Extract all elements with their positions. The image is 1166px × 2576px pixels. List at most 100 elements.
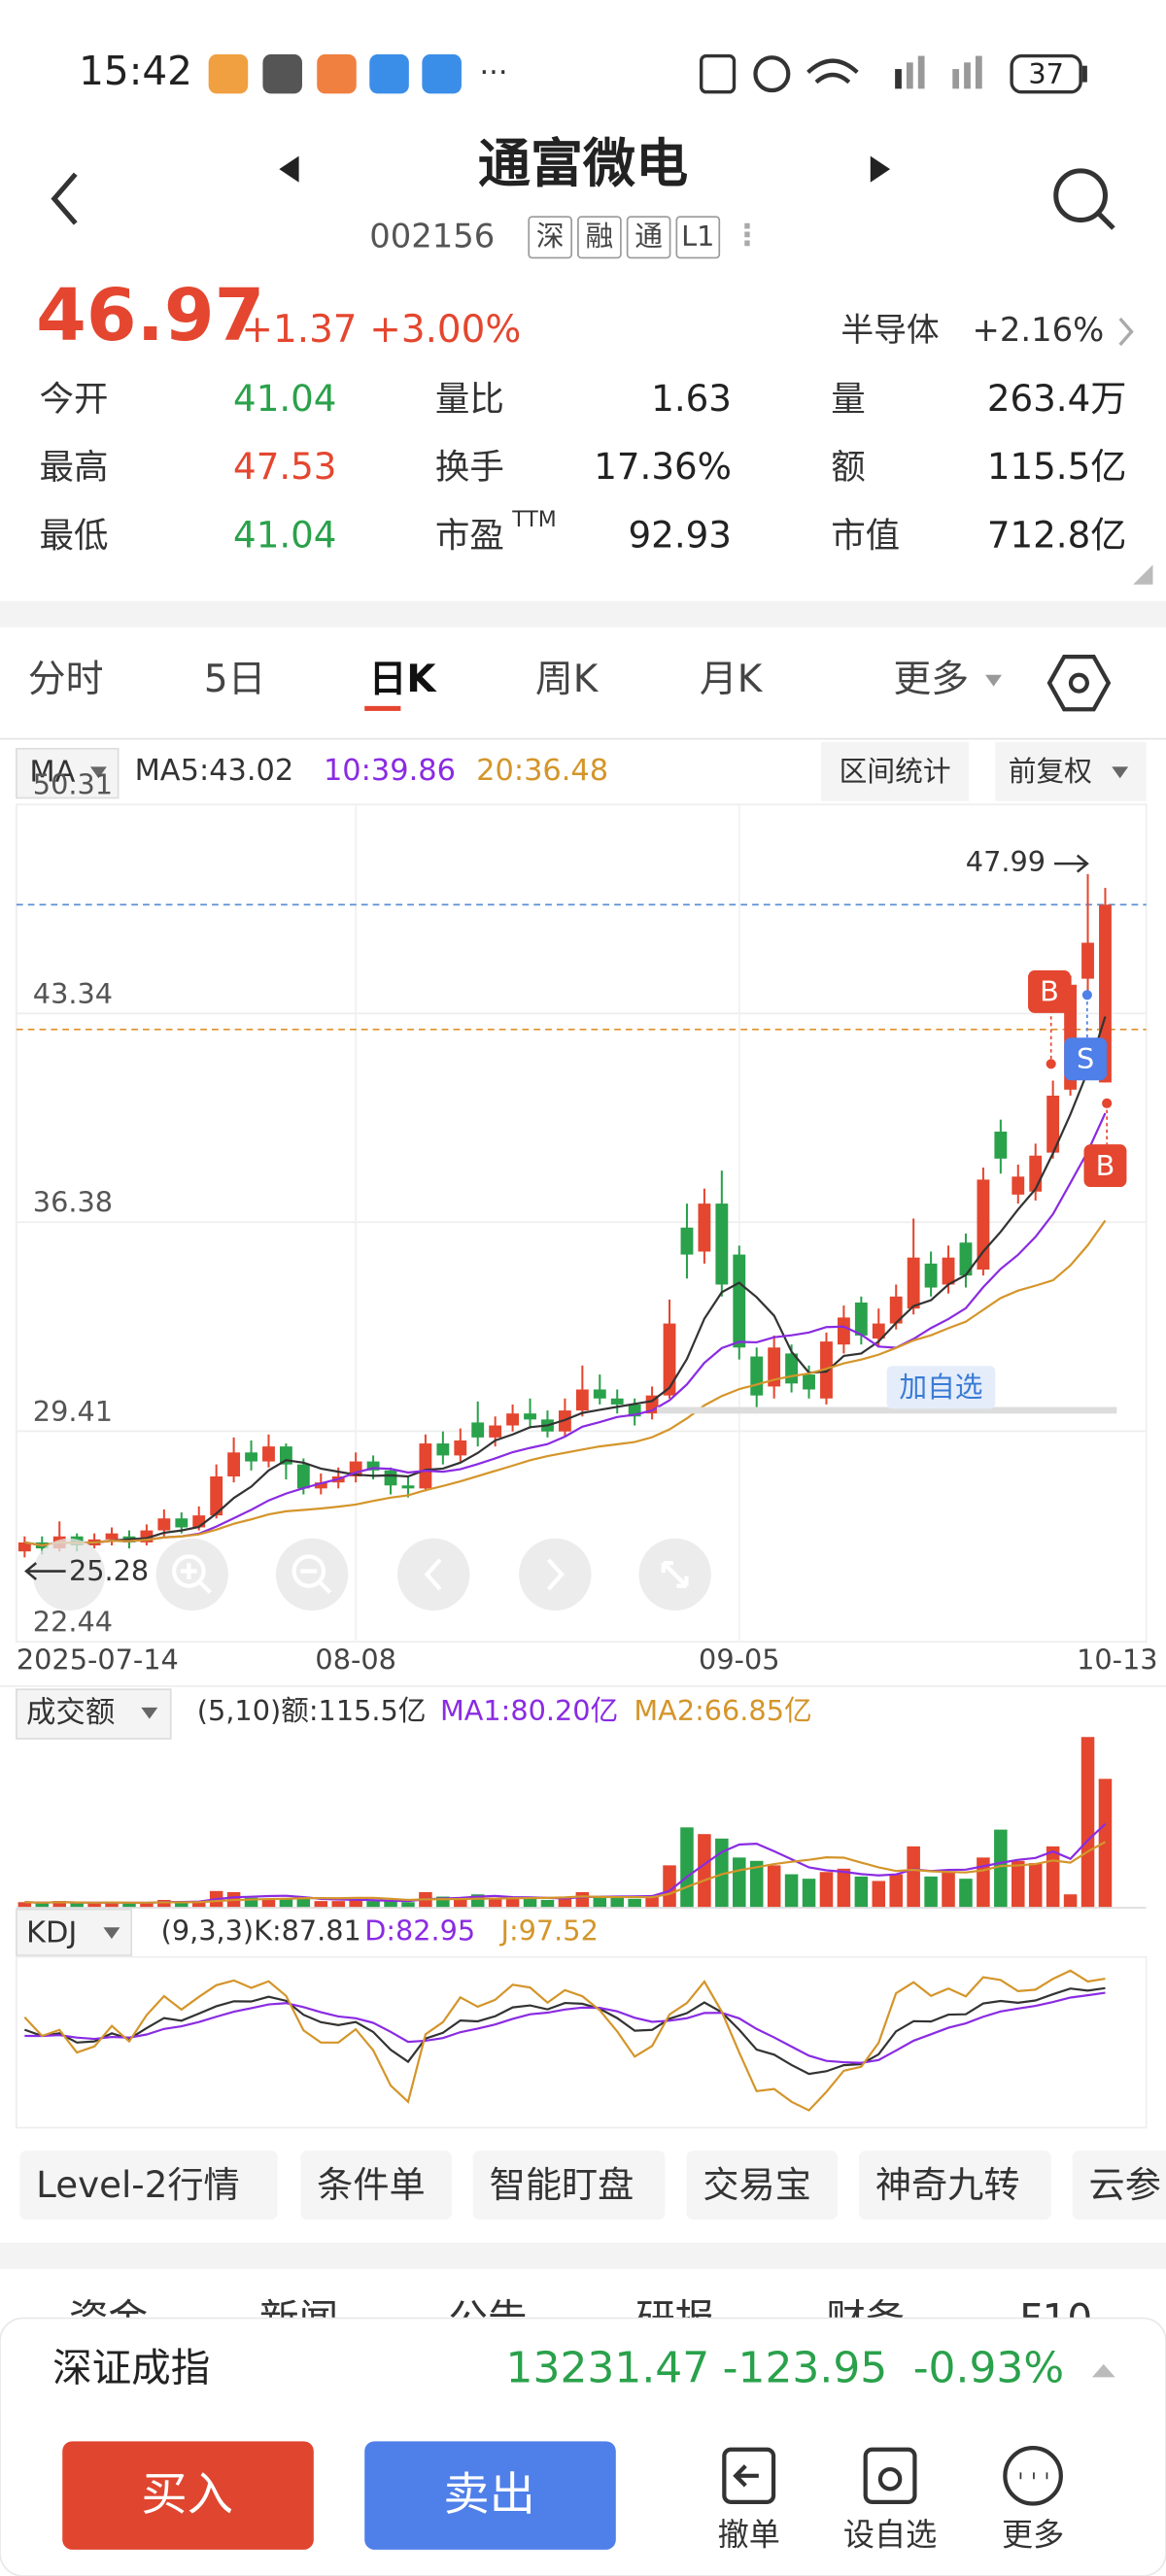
period-tab[interactable]: 月K [700, 658, 764, 701]
candle-body [506, 1413, 520, 1426]
volume-ma1: MA1:80.20亿 [440, 1694, 618, 1727]
candle-body [942, 1257, 955, 1285]
volume-bar [261, 1898, 276, 1909]
y-tick-label: 22.44 [33, 1606, 113, 1639]
add-watch-button[interactable] [886, 1366, 996, 1409]
volume-bar [366, 1901, 380, 1909]
price-change: +1.37 [241, 308, 357, 352]
action-label[interactable]: 设自选 [843, 2516, 937, 2553]
tab-underline [364, 705, 401, 711]
candle-body [854, 1302, 868, 1336]
kdj-k: (9,3,3)K:87.81 [161, 1914, 361, 1947]
index-change: -123.95 [723, 2344, 888, 2393]
adjust-label: 前复权 [1009, 755, 1092, 788]
action-label[interactable]: 更多 [1002, 2516, 1064, 2553]
kdj-frame [16, 1955, 1148, 2129]
kdj-line [24, 1991, 1106, 2064]
volume-bar [1028, 1863, 1043, 1909]
volume-bar [680, 1827, 694, 1909]
low-arrow [24, 1562, 66, 1580]
stat-value: 1.63 [651, 377, 732, 420]
stat-label: 量 [831, 379, 865, 419]
candle-body [471, 1422, 485, 1438]
stat-value: 712.8亿 [987, 513, 1127, 556]
volume-bar [122, 1903, 136, 1909]
candle-body [733, 1254, 746, 1348]
candle-body [924, 1263, 938, 1288]
period-tab[interactable]: 分时 [28, 658, 104, 701]
sell-button[interactable] [364, 2441, 616, 2550]
kdj-d: D:82.95 [364, 1914, 475, 1947]
stat-value: 41.04 [233, 513, 336, 556]
candle-body [680, 1227, 694, 1255]
volume-bar [175, 1902, 189, 1909]
tool-label: 智能盯盘 [490, 2163, 634, 2206]
index-name: 深证成指 [52, 2345, 210, 2391]
stat-label: 换手 [435, 448, 504, 488]
period-tab[interactable]: 5日 [204, 658, 266, 701]
search-button[interactable] [1053, 168, 1115, 230]
volume-bar [784, 1874, 799, 1909]
expand-caret[interactable] [1091, 2363, 1115, 2378]
sector-arrow[interactable] [1118, 317, 1134, 347]
ma-line [24, 1219, 1107, 1547]
next-stock[interactable] [870, 155, 891, 183]
trade-signals: B S B [1028, 969, 1127, 1188]
period-tab[interactable]: 更多 [893, 658, 969, 701]
volume-select[interactable] [16, 1688, 172, 1740]
back-button[interactable] [51, 172, 78, 225]
candle-body [105, 1533, 119, 1540]
tool-button[interactable] [1072, 2151, 1166, 2220]
indicator-name: MA [29, 756, 75, 790]
buy-button[interactable] [62, 2441, 314, 2550]
buy-label: 买入 [141, 2468, 233, 2522]
volume-bar [733, 1857, 746, 1909]
stat-label: 市值 [831, 516, 900, 556]
stat-label: 市盈 [435, 516, 504, 556]
candle-body [227, 1452, 241, 1476]
stat-value: 92.93 [629, 513, 732, 556]
action-icons [722, 2445, 1063, 2506]
stat-label-sup: TTM [511, 508, 556, 532]
separator [0, 2242, 1166, 2269]
period-tab[interactable]: 周K [535, 658, 600, 701]
tool-button[interactable] [686, 2151, 838, 2220]
candle-body [1029, 1155, 1043, 1192]
candle-body [419, 1443, 432, 1489]
volume-bar [994, 1829, 1008, 1909]
tool-button[interactable] [19, 2151, 278, 2220]
volume-bar [17, 1902, 32, 1909]
tool-label: 云参 [1089, 2163, 1161, 2206]
volume-bar [854, 1876, 869, 1909]
candle-body [401, 1485, 415, 1489]
volume-bar [889, 1874, 903, 1909]
volume-bar [401, 1902, 415, 1909]
action-label[interactable]: 撤单 [718, 2516, 780, 2553]
candle-body [314, 1482, 327, 1489]
tool-button[interactable] [858, 2151, 1051, 2220]
svg-text:B: B [1040, 975, 1059, 1008]
candle-body [17, 1542, 31, 1552]
volume-bar [384, 1901, 397, 1909]
settings-icon[interactable] [1046, 655, 1112, 712]
volume-bar [331, 1901, 345, 1909]
volume-bar [767, 1865, 781, 1909]
range-stat-button[interactable] [821, 742, 970, 801]
tool-label: 条件单 [317, 2163, 426, 2206]
period-tab[interactable]: 日K [369, 658, 438, 701]
volume-bar [314, 1901, 328, 1909]
candle-body [366, 1461, 380, 1471]
volume-bar [924, 1876, 938, 1909]
stock-name: 通富微电 [478, 133, 688, 194]
tool-button[interactable] [472, 2151, 666, 2220]
tool-button[interactable] [300, 2151, 452, 2220]
x-tick-label: 10-13 [1077, 1644, 1157, 1677]
volume-bar [87, 1903, 101, 1909]
candle-body [907, 1257, 920, 1309]
volume-bar [279, 1898, 293, 1909]
candle-body [872, 1323, 885, 1339]
volume-bar [105, 1902, 119, 1909]
tag-box [528, 216, 573, 259]
volume-bar [959, 1879, 973, 1909]
prev-stock[interactable] [279, 155, 299, 183]
